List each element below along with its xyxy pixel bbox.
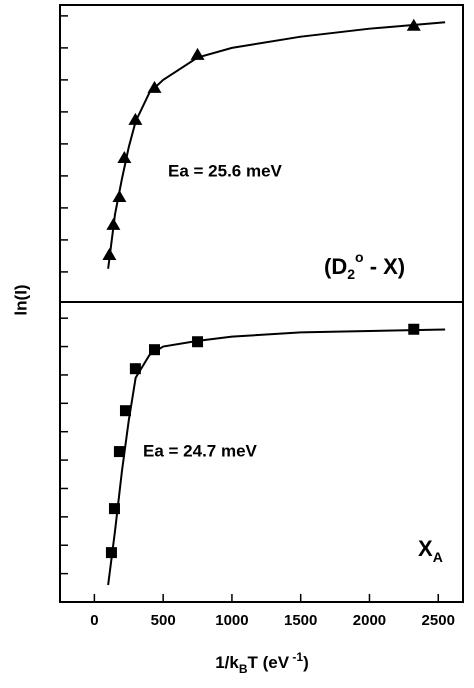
label-sup: -1 <box>289 650 303 664</box>
panel-label: XA <box>418 536 443 565</box>
label-part: ) <box>303 653 309 672</box>
square-marker <box>129 363 141 375</box>
label-part: - X) <box>364 254 406 279</box>
triangle-marker <box>117 150 132 163</box>
label-part: (D <box>324 254 347 279</box>
label-part: 1/k <box>215 653 239 672</box>
x-axis-label: 1/kBT (eV -1) <box>215 650 309 676</box>
fit-curve <box>107 21 446 269</box>
label-sub: 2 <box>347 266 355 282</box>
label-sub: B <box>239 662 248 676</box>
fit-curve <box>107 328 446 586</box>
triangle-marker <box>128 112 143 125</box>
label-part: X <box>418 536 433 561</box>
square-marker <box>113 446 125 458</box>
square-marker <box>119 405 131 417</box>
label-part: T (eV <box>248 653 290 672</box>
square-marker <box>108 503 120 515</box>
x-tick-label: 2000 <box>353 612 386 629</box>
x-tick-label: 1000 <box>215 612 248 629</box>
panel-label: (D2o - X) <box>324 249 405 282</box>
y-axis-label: ln(I) <box>11 284 30 315</box>
label-sub: A <box>433 549 443 565</box>
annotation: Ea = 25.6 meV <box>168 161 283 180</box>
x-tick-label: 0 <box>90 612 98 629</box>
x-tick-label: 1500 <box>284 612 317 629</box>
x-tick-label: 500 <box>151 612 176 629</box>
x-tick-label: 2500 <box>422 612 455 629</box>
label-sup: o <box>355 249 364 265</box>
annotation: Ea = 24.7 meV <box>143 441 258 460</box>
square-marker <box>148 344 160 356</box>
plot-frame <box>59 4 464 603</box>
